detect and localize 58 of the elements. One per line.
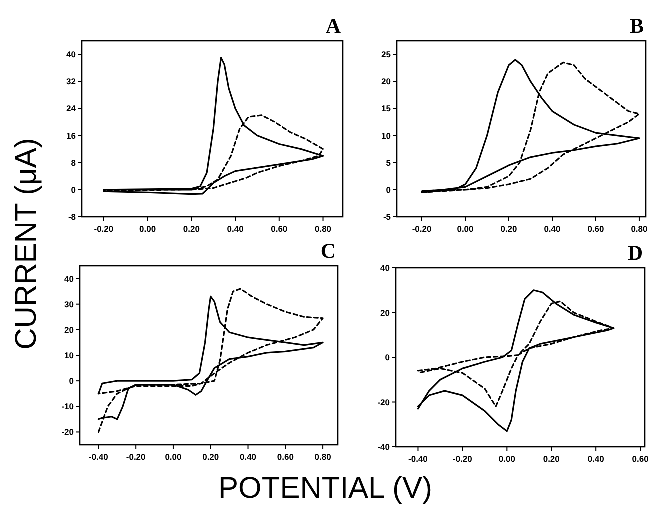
y-tick-label: 30	[64, 299, 74, 310]
x-tick-label: 0.80	[631, 224, 648, 234]
y-tick-label: 10	[64, 350, 74, 360]
y-tick-label: -10	[62, 402, 74, 412]
y-tick-label: -20	[62, 427, 74, 438]
y-tick-label: 15	[382, 104, 392, 114]
x-tick-label: -0.20	[453, 454, 473, 464]
y-tick-label: 40	[380, 263, 390, 273]
x-tick-label: -0.40	[89, 452, 109, 462]
x-tick-label: -0.20	[126, 452, 146, 462]
x-tick-label: 0.20	[202, 452, 220, 462]
y-tick-label: 0	[386, 184, 392, 195]
chart-title: B	[630, 14, 644, 38]
x-tick-label: 0.80	[314, 224, 332, 234]
y-tick-label: 40	[64, 274, 74, 284]
y-tick-label: 10	[382, 130, 392, 141]
x-tick-label: -0.40	[408, 454, 428, 464]
x-tick-label: 0.40	[588, 454, 605, 464]
x-tick-label: 0.40	[240, 452, 257, 462]
y-tick-label: 40	[66, 50, 76, 60]
x-tick-label: 0.60	[271, 224, 288, 234]
y-tick-label: -5	[383, 212, 392, 222]
y-tick-label: 0	[69, 376, 74, 386]
chart-title: A	[326, 14, 342, 38]
y-tick-label: 20	[64, 324, 74, 335]
y-tick-label: -8	[68, 212, 76, 222]
y-tick-label: 24	[66, 104, 76, 114]
x-tick-label: 0.00	[165, 452, 182, 462]
x-tick-label: 0.60	[588, 224, 605, 234]
y-tick-label: 32	[66, 76, 76, 87]
y-tick-label: 8	[71, 158, 76, 168]
x-tick-label: 0.40	[544, 224, 562, 234]
y-axis-title: CURRENT (μA)	[10, 138, 43, 350]
y-tick-label: 0	[385, 352, 390, 362]
x-tick-label: 0.60	[277, 452, 294, 462]
x-tick-label: -0.20	[412, 224, 432, 234]
y-tick-label: 20	[380, 308, 390, 318]
y-tick-label: -20	[378, 397, 390, 408]
x-tick-label: 0.00	[457, 224, 474, 234]
x-tick-label: 0.60	[632, 454, 650, 464]
chart-title: C	[320, 239, 336, 263]
y-tick-label: 20	[382, 76, 392, 87]
chart-title: D	[628, 241, 643, 265]
y-tick-label: 25	[382, 50, 392, 60]
x-tick-label: 0.20	[500, 224, 518, 234]
y-tick-label: 0	[71, 184, 76, 195]
x-tick-label: 0.20	[183, 224, 200, 234]
y-tick-label: -40	[378, 442, 390, 452]
x-tick-label: 0.00	[140, 224, 156, 234]
y-tick-label: 5	[386, 158, 392, 168]
x-tick-label: 0.20	[543, 454, 560, 464]
x-tick-label: 0.00	[498, 454, 516, 464]
x-axis-title: POTENTIAL (V)	[218, 472, 432, 505]
x-tick-label: 0.40	[227, 224, 244, 234]
y-tick-label: 16	[66, 130, 76, 141]
x-tick-label: 0.80	[314, 452, 332, 462]
line-series	[417, 290, 615, 432]
x-tick-label: -0.20	[94, 224, 114, 234]
